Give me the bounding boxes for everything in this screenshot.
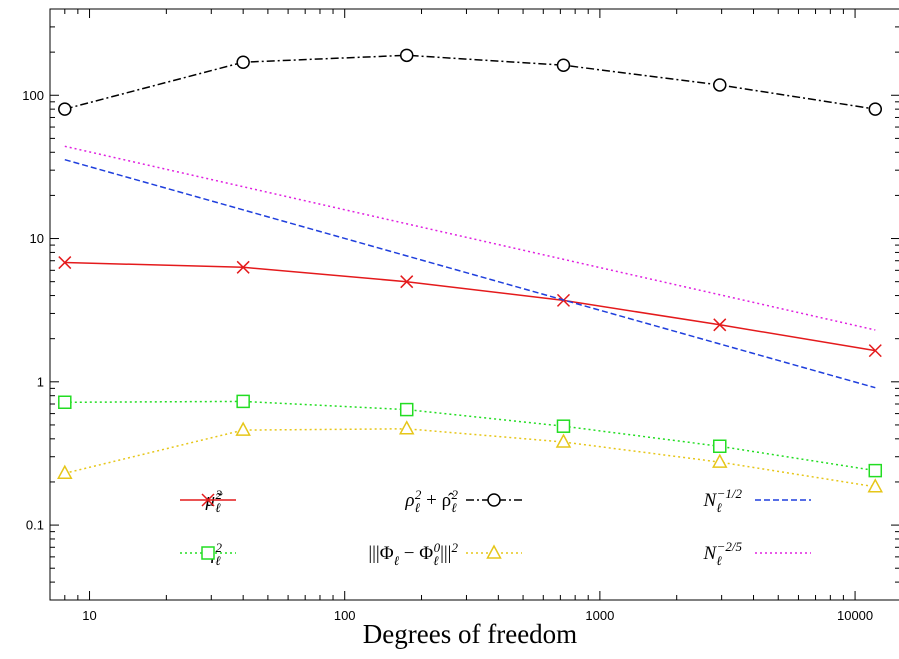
data-point-cross <box>201 493 215 507</box>
series-4 <box>64 158 876 389</box>
legend-label: |||Φℓ − Φℓ0|||2 <box>368 540 458 568</box>
data-point-triangle <box>555 433 572 448</box>
x-tick-label: 1000 <box>585 608 614 623</box>
series-line <box>64 261 876 352</box>
legend: μ̃ℓ2 ρℓ2 + ρ̂ℓ2 Nℓ−1/2 ηℓ2 |||Φℓ − Φℓ0|||2 Nℓ… <box>180 486 811 568</box>
data-point-circle <box>556 58 571 72</box>
data-point-triangle <box>57 464 73 480</box>
data-point-square <box>556 419 571 433</box>
legend-label: ρℓ2 + ρ̂ℓ2 <box>404 487 458 515</box>
legend-item-3: |||Φℓ − Φℓ0|||2 <box>368 540 522 568</box>
x-axis-label: Degrees of freedom <box>363 619 577 649</box>
y-tick-label: 10 <box>30 231 44 246</box>
data-point-triangle <box>712 453 728 468</box>
data-point-cross <box>713 318 727 332</box>
data-point-triangle <box>398 420 415 435</box>
legend-item-4: Nℓ−1/2 <box>703 486 811 515</box>
plot-frame-group <box>49 8 899 601</box>
legend-item-1: ηℓ2 <box>180 540 236 568</box>
series-line <box>64 400 876 472</box>
y-tick-label: 0.1 <box>26 518 44 533</box>
data-point-cross <box>868 344 882 358</box>
series-5 <box>64 145 876 331</box>
legend-item-0: μ̃ℓ2 <box>180 487 236 515</box>
series-0 <box>58 256 882 358</box>
data-point-cross <box>236 260 250 274</box>
legend-item-5: Nℓ−2/5 <box>703 539 811 568</box>
series-line <box>64 428 876 488</box>
data-point-circle <box>236 55 250 69</box>
y-tick-label: 100 <box>22 88 44 103</box>
data-point-cross <box>400 275 414 289</box>
data-point-circle <box>868 102 883 116</box>
legend-label: Nℓ−2/5 <box>703 539 743 568</box>
series-line <box>64 54 876 110</box>
data-point-square <box>713 439 727 454</box>
plot-frame <box>49 8 899 601</box>
series-2 <box>58 48 883 116</box>
series-layer <box>57 48 884 493</box>
data-point-triangle <box>486 544 502 559</box>
data-point-triangle <box>235 421 251 436</box>
legend-item-2: ρℓ2 + ρ̂ℓ2 <box>404 487 522 515</box>
data-point-triangle <box>867 478 884 493</box>
data-point-circle <box>399 48 414 63</box>
series-1 <box>58 394 883 478</box>
series-line <box>64 158 876 389</box>
data-point-square <box>868 463 883 478</box>
series-3 <box>57 420 884 493</box>
x-tick-label: 10 <box>82 608 96 623</box>
data-point-circle <box>58 102 72 116</box>
data-point-circle <box>713 78 727 92</box>
y-tick-label: 1 <box>37 374 44 389</box>
series-line <box>64 145 876 331</box>
x-tick-label: 100 <box>334 608 356 623</box>
data-point-square <box>236 394 250 409</box>
data-point-circle <box>487 493 501 507</box>
legend-label: Nℓ−1/2 <box>703 486 743 515</box>
x-tick-label: 10000 <box>837 608 873 623</box>
data-point-square <box>399 402 414 417</box>
data-point-square <box>58 395 72 410</box>
data-point-square <box>201 546 215 560</box>
data-point-cross <box>58 256 72 270</box>
y-axis: 0.1 1 10 100 <box>22 8 899 601</box>
x-axis: 10 100 1000 10000 <box>49 9 873 623</box>
